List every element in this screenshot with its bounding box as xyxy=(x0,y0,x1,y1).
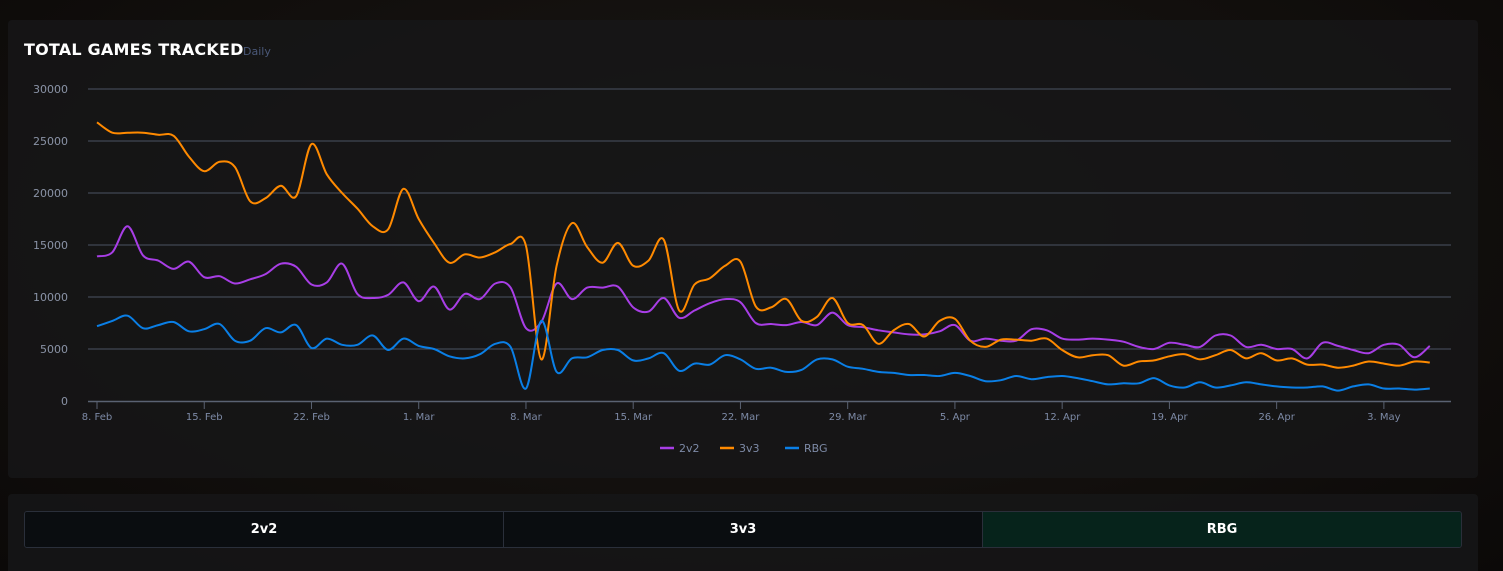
games-line-chart: 0 5000 10000 15000 20000 25000 30000 8. Feb 15. … xyxy=(33,83,1451,455)
x-tick-label: 5. Apr xyxy=(940,412,971,423)
chart-subtitle: Daily xyxy=(243,45,271,58)
series-line-2v2 xyxy=(96,225,1431,360)
legend-item-3v3[interactable]: 3v3 xyxy=(720,442,760,455)
y-tick-label: 25000 xyxy=(33,135,68,148)
x-tick-label: 8. Mar xyxy=(510,412,542,423)
x-tick-label: 15. Mar xyxy=(614,412,653,423)
series-line-3v3 xyxy=(96,121,1430,369)
x-tick-label: 1. Mar xyxy=(403,412,435,423)
y-tick-label: 15000 xyxy=(33,239,68,252)
series-line-rbg xyxy=(96,314,1430,392)
tab-3v3[interactable]: 3v3 xyxy=(504,512,983,547)
tab-rbg[interactable]: RBG xyxy=(983,512,1461,547)
legend-item-rbg[interactable]: RBG xyxy=(785,442,828,455)
x-tick-label: 26. Apr xyxy=(1258,412,1295,423)
x-tick-label: 19. Apr xyxy=(1151,412,1188,423)
legend-item-2v2[interactable]: 2v2 xyxy=(660,442,700,455)
tab-2v2[interactable]: 2v2 xyxy=(25,512,504,547)
x-tick-label: 15. Feb xyxy=(186,412,223,423)
legend-label: 3v3 xyxy=(739,442,760,455)
legend-label: 2v2 xyxy=(679,442,700,455)
x-tick-label: 22. Mar xyxy=(721,412,760,423)
y-tick-label: 20000 xyxy=(33,187,68,200)
y-tick-label: 30000 xyxy=(33,83,68,96)
x-tick-label: 8. Feb xyxy=(82,412,112,423)
bracket-panel: 2v2 3v3 RBG xyxy=(8,494,1478,571)
y-tick-label: 5000 xyxy=(40,343,68,356)
y-tick-label: 10000 xyxy=(33,291,68,304)
y-tick-label: 0 xyxy=(61,395,68,408)
x-tick-label: 29. Mar xyxy=(829,412,868,423)
x-tick-label: 12. Apr xyxy=(1044,412,1081,423)
bracket-tabs: 2v2 3v3 RBG xyxy=(24,511,1462,548)
legend-label: RBG xyxy=(804,442,828,455)
x-tick-label: 3. May xyxy=(1367,412,1400,423)
x-tick-label: 22. Feb xyxy=(293,412,330,423)
chart-title: TOTAL GAMES TRACKED xyxy=(24,40,244,59)
